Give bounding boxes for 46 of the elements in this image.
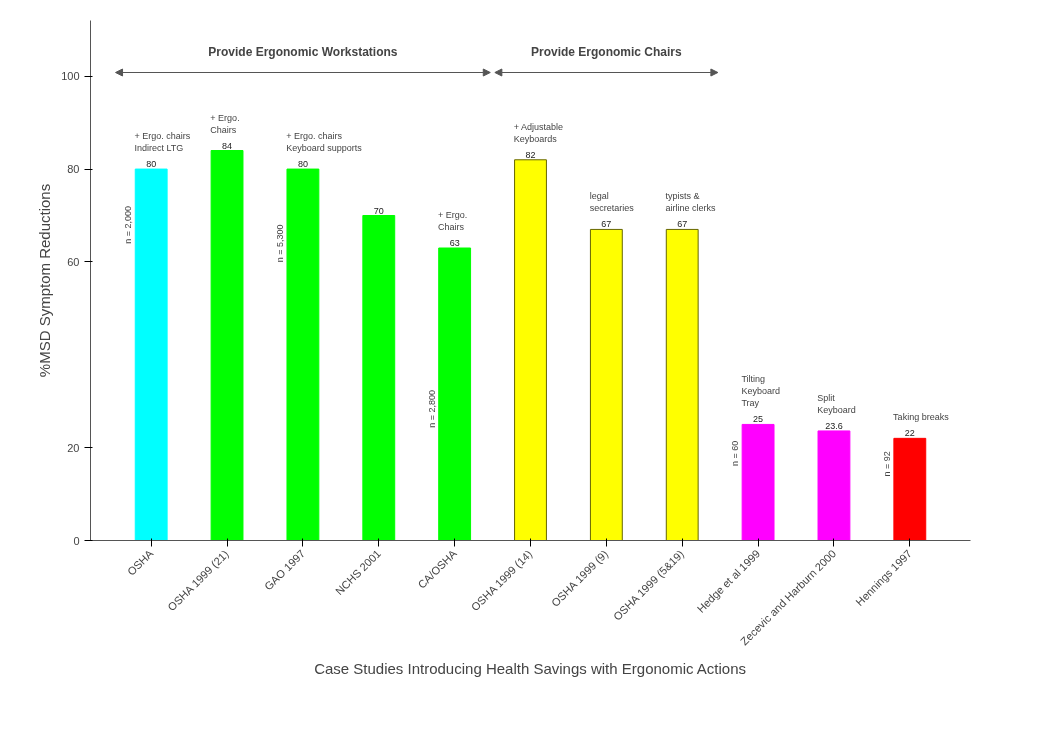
data-label: 80 — [146, 159, 157, 170]
annotation: Provide Ergonomic Chairs — [531, 44, 683, 59]
data-label: 67 — [601, 219, 612, 230]
data-label: 63 — [449, 238, 460, 248]
x-axis-title: Case Studies Introducing Health Savings with Ergonomic Actions — [314, 659, 747, 677]
data-label: 70 — [373, 205, 384, 216]
data-label: 67 — [677, 219, 688, 230]
data-label: 82 — [525, 149, 536, 160]
data-label: 80 — [297, 159, 308, 170]
data-label: 84 — [222, 140, 233, 151]
annotation: typists & airline clerks — [665, 191, 717, 214]
annotation: Taking breaks — [893, 412, 950, 423]
annotation: + Adjustable Keyboards — [513, 121, 564, 144]
annotation: + Ergo. chairs Indirect LTG — [134, 131, 191, 154]
data-label: 25 — [753, 414, 764, 425]
annotation: n = 2,000 — [123, 205, 134, 244]
bar — [514, 159, 547, 541]
bar — [134, 168, 168, 541]
bar — [741, 423, 775, 541]
annotation: n = 92 — [882, 451, 893, 477]
bar — [210, 150, 244, 541]
bar — [665, 228, 699, 541]
bar — [286, 168, 320, 541]
annotation: Split Keyboard — [817, 392, 856, 415]
bar — [817, 430, 851, 541]
bar — [589, 228, 623, 541]
data-label: 22 — [904, 428, 915, 439]
annotation: n = 60 — [730, 440, 741, 467]
y-axis-title: %MSD Symptom Reductions — [36, 183, 54, 378]
data-label: 23.6 — [825, 420, 843, 431]
annotation: + Ergo. chairs Keyboard supports — [286, 131, 363, 154]
bar — [893, 437, 927, 541]
y-tick-label: 80 — [67, 163, 80, 176]
annotation: + Ergo. Chairs — [210, 112, 240, 135]
y-tick-label: 100 — [61, 70, 80, 83]
annotation: legal secretaries — [589, 191, 635, 214]
bar — [438, 247, 472, 541]
bar — [362, 215, 396, 541]
y-tick-label: 60 — [67, 255, 80, 268]
annotation: Provide Ergonomic Workstations — [208, 44, 398, 59]
y-tick-label: 20 — [67, 441, 80, 454]
y-tick-label: 0 — [73, 534, 80, 547]
annotation: Tilting Keyboard Tray — [741, 374, 780, 409]
annotation: n = 2,800 — [426, 389, 437, 428]
annotation: n = 5,300 — [275, 224, 286, 263]
annotation: + Ergo. Chairs — [437, 210, 468, 232]
